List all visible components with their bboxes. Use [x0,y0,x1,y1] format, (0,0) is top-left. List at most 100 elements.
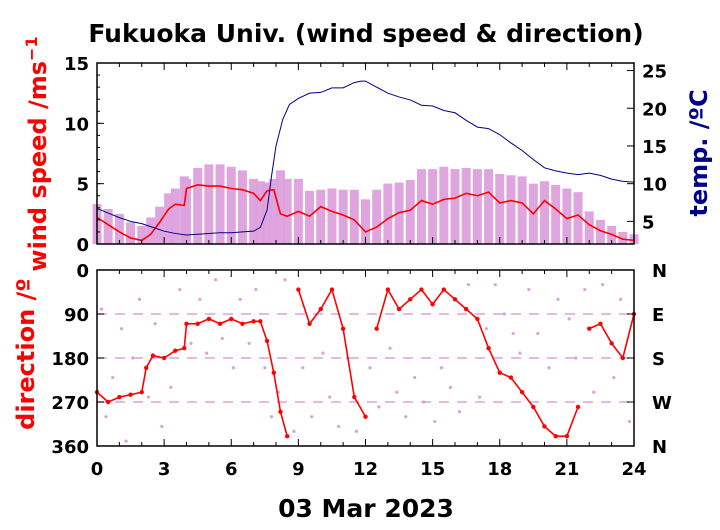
direction-scatter-point [612,375,616,380]
direction-scatter-point [422,400,426,404]
direction-scatter-point [111,375,115,380]
direction-segment [465,308,478,320]
direction-segment [163,349,176,359]
direction-segment [443,288,456,300]
wind-speed-line [96,184,635,242]
y2-tick-label-compass: W [652,393,672,414]
direction-scatter-point [556,297,560,301]
direction-scatter-point [269,415,274,419]
direction-scatter-point [283,278,287,282]
direction-scatter-point [592,390,596,394]
direction-segment [259,321,268,342]
direction-segment [119,393,131,398]
x-tick-label: 9 [292,459,305,480]
direction-segment [107,396,120,403]
direction-scatter-point [527,287,531,292]
direction-scatter-point [413,375,417,380]
direction-segment [152,354,165,359]
y2-tick-label-compass: S [652,349,665,370]
y2-axis-label-temperature: temp. /ºC [685,89,713,216]
direction-scatter-point [153,322,157,326]
direction-scatter-point [137,297,142,301]
direction-segment [272,372,282,412]
direction-segment [208,318,221,325]
y-tick-label: 90 [64,305,89,326]
y-tick-label: 15 [64,54,89,75]
direction-segment [387,289,400,310]
y-axis-label-direction: direction /º [12,278,40,430]
y2-tick-label-compass: N [652,437,667,458]
direction-scatter-point [104,415,108,419]
direction-scatter-point [124,439,128,443]
direction-segment [622,313,635,359]
direction-segment [409,288,422,300]
y-axis-label-wind-speed: wind speed /ms−1 [22,36,52,271]
direction-segment [353,396,367,418]
direction-segment [510,377,523,393]
y2-tick-label-compass: E [652,305,664,326]
x-tick-label: 24 [621,459,646,480]
y-tick-label: 10 [64,114,89,135]
direction-segment [588,323,601,330]
direction-scatter-point [466,283,471,287]
direction-scatter-point [457,410,462,414]
temperature-line [96,80,635,236]
direction-scatter-point [583,287,587,292]
direction-segment [297,289,311,325]
direction-segment [331,289,344,329]
direction-segment [476,318,490,349]
x-tick-label: 18 [487,459,512,480]
direction-scatter-point [395,390,399,394]
direction-scatter-point [254,287,258,292]
y2-tick-label: 20 [642,99,667,120]
x-tick-label: 6 [225,459,238,480]
direction-scatter-point [160,424,164,429]
direction-scatter-point [198,297,202,301]
direction-scatter-point [310,415,314,419]
y-tick-label: 5 [76,175,89,196]
direction-scatter-point [478,395,482,399]
direction-scatter-point [601,283,605,287]
x-tick-label: 21 [554,459,579,480]
direction-scatter-point [205,351,209,355]
direction-scatter-point [354,429,359,433]
direction-segment [420,289,434,305]
x-axis-label: 03 Mar 2023 [278,494,454,523]
y-tick-label: 0 [76,261,89,282]
direction-scatter-point [511,331,515,336]
y-tick-label: 180 [51,349,89,370]
x-tick-label: 12 [353,459,378,480]
y2-tick-label: 15 [642,137,667,158]
wind-direction-panel: 0 3 6 9 12 15 18 21 24 0 N 90 E 180 S 270 W 360 Ndirection… [12,261,672,480]
direction-scatter-point [189,341,193,345]
direction-scatter-point [99,307,104,311]
direction-segment [230,318,243,325]
direction-scatter-point [439,366,444,370]
direction-segment [543,425,557,437]
direction-scatter-point [321,351,325,355]
direction-scatter-point [536,331,540,336]
direction-segment [398,298,411,310]
direction-scatter-point [247,341,251,345]
direction-segment [279,411,288,437]
direction-scatter-point [433,419,437,424]
x-tick-label: 15 [420,459,445,480]
direction-scatter-point [627,419,632,424]
direction-scatter-point [547,366,551,370]
direction-segment [431,289,445,305]
direction-scatter-point [493,283,497,287]
direction-scatter-point [178,287,182,292]
direction-scatter-point [404,415,408,419]
direction-scatter-point [618,297,623,301]
direction-segment [521,391,534,408]
direction-segment [610,342,624,359]
direction-segment [175,347,185,352]
direction-scatter-point [574,356,578,360]
direction-segment [532,406,546,427]
y-axis-label-superscript: −1 [22,36,41,61]
y-tick-label: 0 [76,235,89,256]
direction-segment [566,406,579,437]
direction-scatter-point [169,385,173,389]
direction-segment [130,391,142,396]
